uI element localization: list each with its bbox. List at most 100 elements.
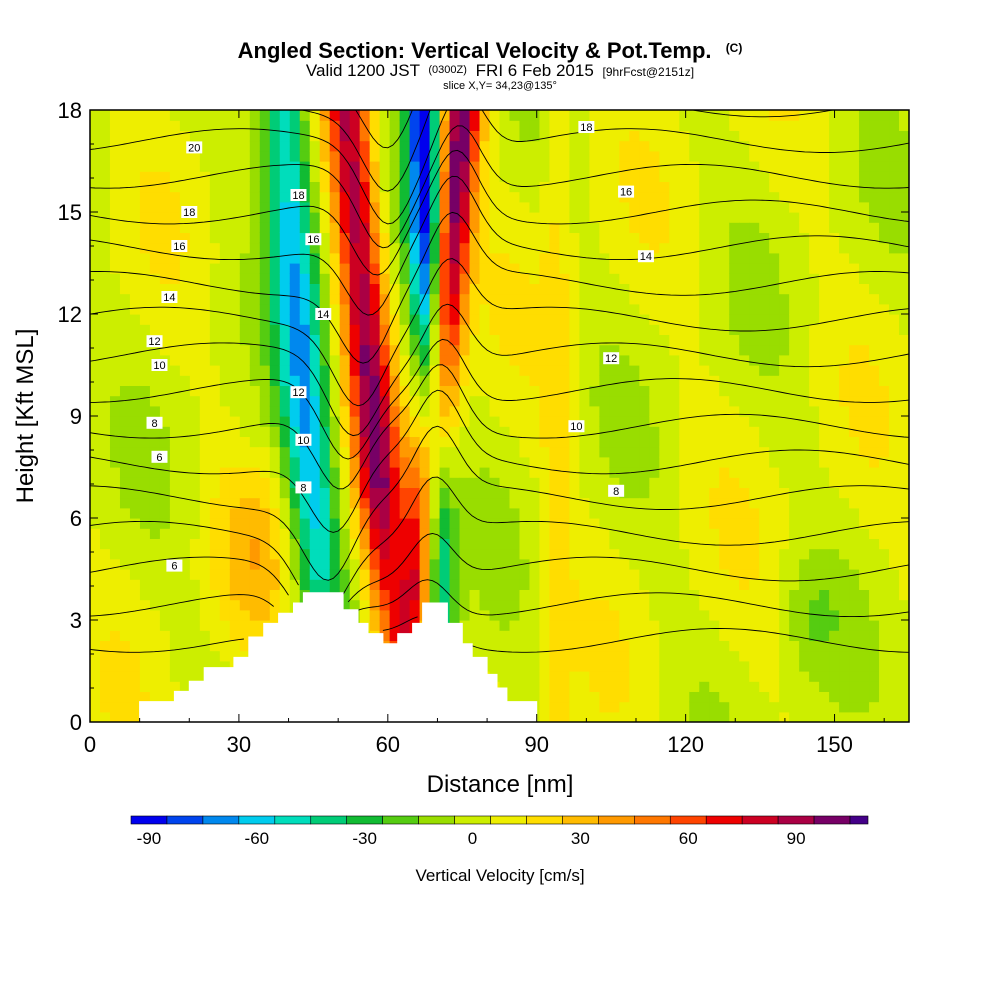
field-cell xyxy=(99,446,111,458)
field-cell xyxy=(719,477,730,488)
field-cell xyxy=(229,620,241,631)
field-cell xyxy=(639,140,650,152)
field-cell xyxy=(549,691,561,703)
field-cell xyxy=(559,252,571,264)
field-cell xyxy=(629,436,640,448)
field-cell xyxy=(259,385,271,397)
field-cell xyxy=(869,344,880,356)
field-cell xyxy=(659,436,670,448)
field-cell xyxy=(459,110,471,121)
field-cell xyxy=(189,130,201,142)
field-cell xyxy=(99,477,111,488)
field-cell xyxy=(129,620,141,631)
field-cell xyxy=(139,558,151,570)
field-cell xyxy=(819,507,830,519)
field-cell xyxy=(359,467,371,478)
field-cell xyxy=(489,579,501,590)
field-cell xyxy=(219,487,231,499)
field-cell xyxy=(759,181,770,193)
field-cell xyxy=(99,283,111,295)
field-cell xyxy=(599,405,610,417)
field-cell xyxy=(229,140,241,152)
field-cell xyxy=(109,354,121,366)
field-cell xyxy=(279,232,291,244)
field-cell xyxy=(309,110,321,121)
field-cell xyxy=(579,660,590,672)
field-cell xyxy=(569,528,581,539)
field-cell xyxy=(429,467,441,478)
field-cell xyxy=(239,558,251,570)
field-cell xyxy=(639,110,650,121)
field-cell xyxy=(589,150,600,162)
field-cell xyxy=(329,416,341,427)
field-cell xyxy=(829,303,840,315)
field-cell xyxy=(589,212,600,223)
field-cell xyxy=(569,181,581,193)
field-cell xyxy=(609,161,620,172)
field-cell xyxy=(429,263,441,274)
field-cell xyxy=(229,365,241,376)
field-cell xyxy=(179,252,191,264)
field-cell xyxy=(789,456,800,468)
field-cell xyxy=(819,630,830,641)
field-cell xyxy=(649,507,660,519)
field-cell xyxy=(439,252,451,264)
field-cell xyxy=(90,212,101,223)
field-cell xyxy=(589,681,600,692)
field-cell xyxy=(319,436,331,448)
field-cell xyxy=(849,140,860,152)
field-cell xyxy=(429,212,441,223)
field-cell xyxy=(899,201,909,213)
field-cell xyxy=(519,324,531,335)
field-cell xyxy=(439,405,451,417)
field-cell xyxy=(459,212,471,223)
field-cell xyxy=(819,467,830,478)
field-cell xyxy=(629,354,640,366)
field-cell xyxy=(819,283,830,295)
field-cell xyxy=(419,426,431,437)
field-cell xyxy=(509,477,521,488)
field-cell xyxy=(809,365,820,376)
field-cell xyxy=(869,201,880,213)
field-cell xyxy=(149,681,161,692)
field-cell xyxy=(189,518,201,529)
field-cell xyxy=(549,507,561,519)
field-cell xyxy=(339,303,351,315)
field-cell xyxy=(859,528,870,539)
field-cell xyxy=(549,140,561,152)
field-cell xyxy=(799,436,810,448)
field-cell xyxy=(129,303,141,315)
field-cell xyxy=(569,630,581,641)
field-cell xyxy=(539,630,551,641)
field-cell xyxy=(419,405,431,417)
field-cell xyxy=(899,497,909,509)
field-cell xyxy=(159,130,171,142)
field-cell xyxy=(409,416,421,427)
field-cell xyxy=(379,528,391,539)
field-cell xyxy=(369,497,381,509)
field-cell xyxy=(629,273,640,284)
subtitle-forecast: [9hrFcst@2151z] xyxy=(603,65,695,79)
field-cell xyxy=(729,538,740,550)
field-cell xyxy=(749,681,760,692)
contour-label-box xyxy=(568,420,585,433)
field-cell xyxy=(169,671,181,682)
field-cell xyxy=(819,426,830,437)
field-cell xyxy=(579,569,590,580)
field-cell xyxy=(779,222,790,233)
field-cell xyxy=(219,548,231,560)
field-cell xyxy=(559,283,571,295)
field-cell xyxy=(619,456,630,468)
field-cell xyxy=(879,569,890,580)
field-cell xyxy=(699,599,710,611)
field-cell xyxy=(879,110,890,121)
field-cell xyxy=(499,548,511,560)
field-cell xyxy=(169,344,181,356)
field-cell xyxy=(599,395,610,407)
field-cell xyxy=(799,681,810,692)
field-cell xyxy=(479,303,491,315)
field-cell xyxy=(179,344,191,356)
field-cell xyxy=(849,456,860,468)
field-cell xyxy=(109,620,121,631)
field-cell xyxy=(449,273,461,284)
